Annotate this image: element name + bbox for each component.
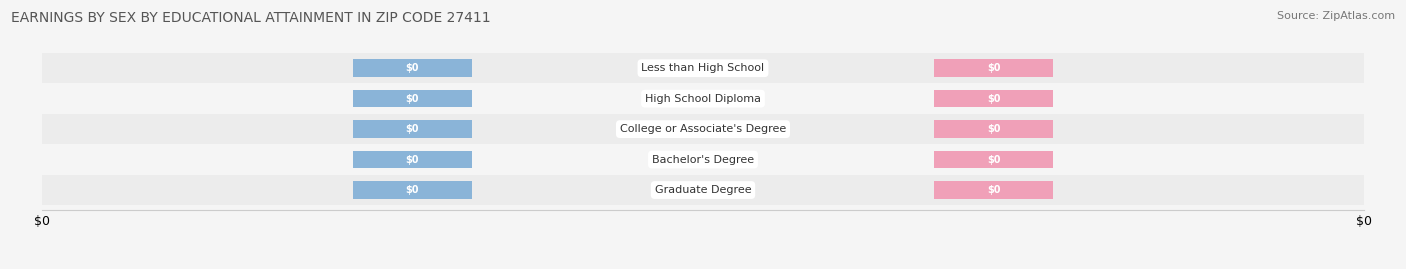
Bar — [934, 59, 1053, 77]
Bar — [934, 151, 1053, 168]
Text: Bachelor's Degree: Bachelor's Degree — [652, 155, 754, 165]
Text: $0: $0 — [405, 63, 419, 73]
Text: $0: $0 — [987, 63, 1001, 73]
Bar — [42, 114, 1364, 144]
Text: EARNINGS BY SEX BY EDUCATIONAL ATTAINMENT IN ZIP CODE 27411: EARNINGS BY SEX BY EDUCATIONAL ATTAINMEN… — [11, 11, 491, 25]
Bar — [42, 83, 1364, 114]
Text: High School Diploma: High School Diploma — [645, 94, 761, 104]
Text: $0: $0 — [987, 155, 1001, 165]
Bar — [353, 59, 471, 77]
Text: $0: $0 — [987, 94, 1001, 104]
Bar — [42, 175, 1364, 205]
Text: $0: $0 — [405, 185, 419, 195]
Text: $0: $0 — [405, 124, 419, 134]
Bar — [353, 90, 471, 108]
Text: College or Associate's Degree: College or Associate's Degree — [620, 124, 786, 134]
Bar — [42, 144, 1364, 175]
Bar — [934, 90, 1053, 108]
Text: $0: $0 — [987, 185, 1001, 195]
Text: $0: $0 — [405, 94, 419, 104]
Bar — [353, 181, 471, 199]
Bar — [353, 120, 471, 138]
Bar — [353, 151, 471, 168]
Text: Source: ZipAtlas.com: Source: ZipAtlas.com — [1277, 11, 1395, 21]
Text: Less than High School: Less than High School — [641, 63, 765, 73]
Text: $0: $0 — [987, 124, 1001, 134]
Bar — [934, 120, 1053, 138]
Bar — [934, 181, 1053, 199]
Text: $0: $0 — [405, 155, 419, 165]
Bar — [42, 53, 1364, 83]
Text: Graduate Degree: Graduate Degree — [655, 185, 751, 195]
